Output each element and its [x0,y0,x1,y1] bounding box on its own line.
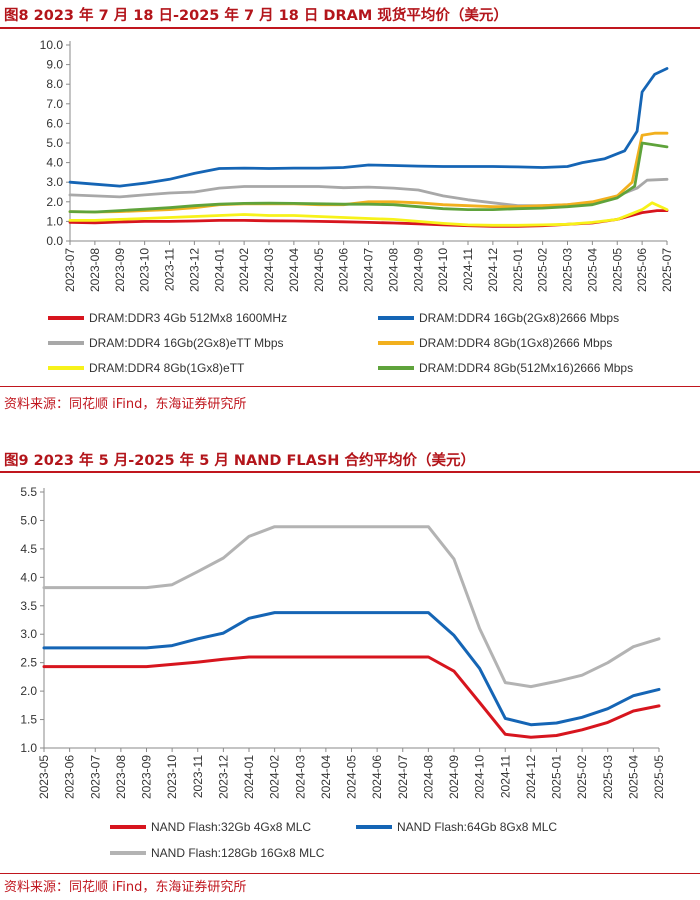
x-tick-label: 2023-10 [138,248,152,292]
y-tick-label: 5.0 [20,513,37,527]
x-tick-label: 2024-05 [312,248,326,292]
x-tick-label: 2025-02 [575,755,589,799]
figure9-source-rule [0,873,700,874]
legend-label-3: DRAM:DDR4 16Gb(2Gx8)eTT Mbps [89,336,284,350]
x-tick-label: 2024-08 [421,755,435,799]
x-tick-label: 2024-08 [386,248,400,292]
x-tick-label: 2024-02 [268,755,282,799]
y-tick-label: 3.5 [20,599,37,613]
x-tick-label: 2024-02 [237,248,251,292]
legend-label-4: DRAM:DDR4 8Gb(1Gx8)2666 Mbps [419,336,612,350]
series-line-2 [68,67,669,188]
x-tick-label: 2024-12 [524,755,538,799]
x-tick-label: 2023-08 [88,248,102,292]
x-tick-label: 2023-10 [165,755,179,799]
y-tick-label: 2.5 [20,656,37,670]
x-tick-label: 2025-03 [601,755,615,799]
x-tick-label: 2024-04 [319,755,333,799]
x-tick-label: 2023-11 [163,248,177,291]
x-tick-label: 2025-04 [626,755,640,799]
y-tick-label: 10.0 [40,38,64,52]
y-tick-label: 6.0 [46,116,63,130]
x-tick-label: 2025-01 [550,755,564,799]
series-line-5 [68,201,669,227]
x-tick-label: 2024-04 [287,248,301,292]
y-tick-label: 8.0 [46,77,63,91]
x-tick-label: 2025-03 [561,248,575,292]
figure8-source-rule [0,386,700,387]
x-tick-label: 2024-12 [486,248,500,292]
x-tick-label: 2023-07 [63,248,77,292]
legend-label-1: DRAM:DDR3 4Gb 512Mx8 1600MHz [89,311,287,325]
figure8-title: 图8 2023 年 7 月 18 日-2025 年 7 月 18 日 DRAM … [4,8,508,24]
y-tick-label: 9.0 [46,58,63,72]
x-tick-label: 2023-09 [113,248,127,292]
x-tick-label: 2025-06 [635,248,649,292]
x-tick-label: 2023-07 [88,755,102,799]
x-tick-label: 2023-11 [191,755,205,798]
figure9-source: 资料来源：同花顺 iFind，东海证券研究所 [4,880,247,895]
figure9-title: 图9 2023 年 5 月-2025 年 5 月 NAND FLASH 合约平均… [4,453,475,469]
x-tick-label: 2024-10 [473,755,487,799]
x-tick-label: 2025-07 [660,248,674,292]
legend-label-3: NAND Flash:128Gb 16Gx8 MLC [151,846,325,860]
x-tick-label: 2024-06 [370,755,384,799]
y-tick-label: 2.0 [46,195,63,209]
series-line-3 [42,525,661,689]
y-tick-label: 3.0 [46,175,63,189]
dram-spot-price-chart: 0.0 1.0 2.0 3.0 4.0 5.0 6.0 7.0 8.0 9.0 10.0 2023-0… [40,38,674,375]
y-tick-label: 5.5 [20,485,37,499]
figure8-source: 资料来源：同花顺 iFind，东海证券研究所 [4,397,247,412]
x-tick-label: 2023-09 [140,755,154,799]
series-line-4 [68,131,669,214]
figure8-title-rule [0,27,700,29]
x-tick-label: 2024-09 [411,248,425,292]
y-tick-label: 4.0 [46,156,63,170]
x-tick-label: 2024-11 [461,248,475,291]
legend-label-2: DRAM:DDR4 16Gb(2Gx8)2666 Mbps [419,311,619,325]
x-tick-label: 2024-09 [447,755,461,799]
y-tick-label: 2.0 [20,684,37,698]
x-tick-label: 2024-07 [362,248,376,292]
x-tick-label: 2024-11 [498,755,512,798]
y-tick-label: 5.0 [46,136,63,150]
x-tick-label: 2023-05 [37,755,51,799]
nand-contract-price-chart: 1.0 1.5 2.0 2.5 3.0 3.5 4.0 4.5 5.0 5.5 2023-05 202… [20,485,666,860]
x-tick-label: 2023-08 [114,755,128,799]
x-tick-label: 2025-05 [652,755,666,799]
x-tick-label: 2025-04 [585,248,599,292]
y-tick-label: 1.5 [20,713,37,727]
legend-label-6: DRAM:DDR4 8Gb(512Mx16)2666 Mbps [419,361,633,375]
series-line-2 [42,611,661,727]
y-tick-label: 4.5 [20,542,37,556]
y-tick-label: 1.0 [20,741,37,755]
x-tick-label: 2024-05 [345,755,359,799]
figure9-title-rule [0,471,700,473]
x-tick-label: 2025-01 [511,248,525,292]
series-line-6 [68,141,669,214]
x-tick-label: 2023-12 [216,755,230,799]
y-tick-label: 1.0 [46,214,63,228]
x-tick-label: 2024-10 [436,248,450,292]
y-tick-label: 7.0 [46,97,63,111]
x-tick-label: 2025-05 [610,248,624,292]
series-line-1 [42,655,661,739]
x-tick-label: 2024-07 [396,755,410,799]
legend-label-5: DRAM:DDR4 8Gb(1Gx8)eTT [89,361,245,375]
x-tick-label: 2024-01 [212,248,226,292]
legend-label-1: NAND Flash:32Gb 4Gx8 MLC [151,820,311,834]
x-tick-label: 2023-06 [63,755,77,799]
y-tick-label: 0.0 [46,234,63,248]
x-tick-label: 2024-01 [242,755,256,799]
y-tick-label: 3.0 [20,627,37,641]
x-tick-label: 2023-12 [187,248,201,292]
x-tick-label: 2025-02 [536,248,550,292]
x-tick-label: 2024-06 [337,248,351,292]
x-tick-label: 2024-03 [262,248,276,292]
y-tick-label: 4.0 [20,570,37,584]
legend-label-2: NAND Flash:64Gb 8Gx8 MLC [397,820,557,834]
x-tick-label: 2024-03 [293,755,307,799]
